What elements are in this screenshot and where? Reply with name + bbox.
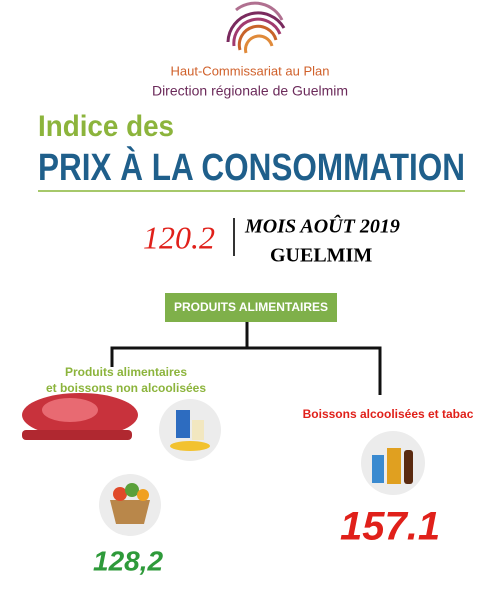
meat-icon (22, 393, 138, 440)
child-label: et boissons non alcoolisées (46, 381, 206, 395)
organization: Haut-Commissariat au Plan (171, 63, 330, 78)
root-box (165, 293, 337, 322)
index-place: GUELMIM (270, 245, 372, 267)
tree-lines (110, 322, 382, 395)
logo (226, 1, 286, 54)
child-value: 157.1 (340, 505, 440, 549)
index-period: MOIS AOÛT 2019 (244, 214, 400, 238)
title-line1: Indice des (38, 110, 174, 143)
child-label: Boissons alcoolisées et tabac (303, 407, 474, 421)
root-label: PRODUITS ALIMENTAIRES (174, 300, 328, 314)
child-label: Produits alimentaires (65, 365, 187, 379)
region: Direction régionale de Guelmim (152, 83, 348, 99)
dairy-icon (159, 399, 221, 461)
drinks-icon (361, 431, 425, 495)
child-value: 128,2 (93, 545, 163, 576)
title-line2: PRIX À LA CONSOMMATION (38, 145, 465, 189)
index-value: 120.2 (143, 219, 215, 255)
vegetables-icon (99, 474, 161, 536)
